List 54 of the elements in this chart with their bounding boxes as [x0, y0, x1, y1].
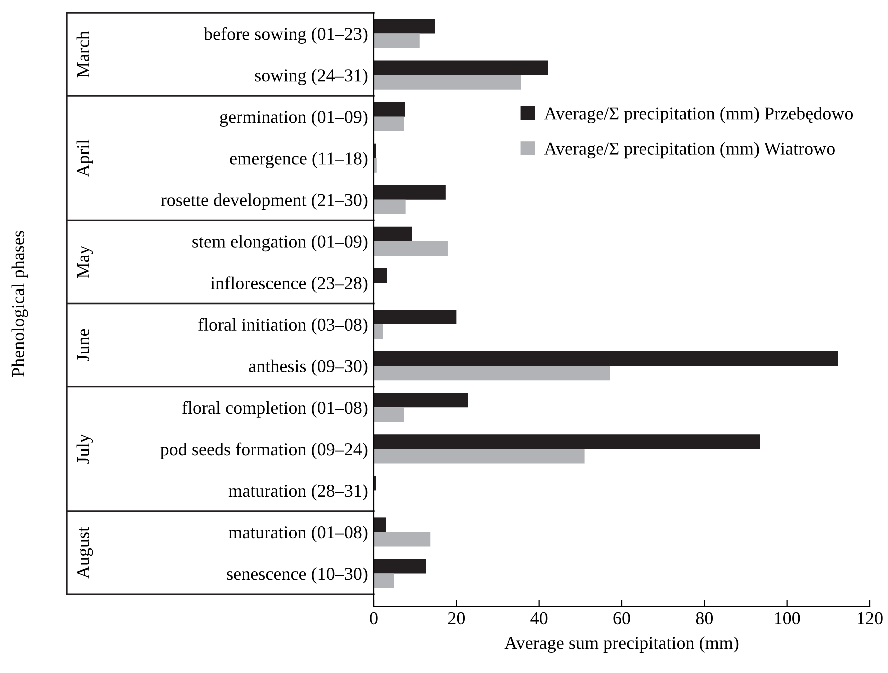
y-tick-label: before sowing (01–23): [204, 27, 368, 44]
bar: [374, 408, 404, 422]
x-tick-label: 100: [775, 612, 800, 625]
text: Phenological phases: [12, 231, 28, 377]
bar: [374, 268, 388, 283]
bar: [374, 518, 386, 532]
legend-label: Average/Σ precipitation (mm) Wiatrowo: [544, 142, 835, 159]
x-tick-label: 120: [858, 612, 883, 625]
bar: [374, 574, 394, 588]
bar: [374, 75, 522, 90]
y-tick-label: floral initiation (03–08): [198, 318, 368, 335]
bar: [374, 352, 838, 366]
y-tick-label: sowing (24–31): [255, 69, 368, 86]
y-tick-label: maturation (01–08): [228, 526, 368, 542]
text: July: [76, 434, 94, 464]
bar: [374, 102, 405, 117]
bar: [374, 200, 406, 214]
x-tick-label: 80: [696, 612, 714, 625]
x-tick-label: 40: [530, 612, 548, 625]
bar: [374, 434, 760, 450]
y-tick-label: pod seeds formation (09–24): [160, 442, 368, 460]
bar: [374, 60, 548, 76]
text: June: [78, 329, 90, 362]
text: April: [76, 140, 94, 178]
x-tick-label: 20: [448, 612, 466, 625]
bar: [374, 185, 446, 200]
bar: [374, 116, 404, 132]
y-tick-label: senescence (10–30): [227, 568, 368, 584]
bar: [374, 226, 412, 242]
x-tick-label: 60: [614, 612, 630, 625]
y-tick-label: rosette development (21–30): [161, 194, 368, 210]
legend-label: Average/Σ precipitation (mm) Przebędowo: [544, 107, 854, 124]
y-tick-label: maturation (28–31): [228, 484, 368, 501]
text: May: [77, 246, 94, 278]
bar: [374, 241, 448, 256]
bar: [374, 449, 585, 464]
bar: [374, 19, 436, 34]
bar: [374, 559, 426, 574]
y-tick-label: floral completion (01–08): [182, 401, 368, 418]
y-tick-label: emergence (11–18): [230, 152, 368, 169]
text: August: [77, 527, 94, 579]
bar: [374, 324, 384, 340]
x-axis-title: Average sum precipitation (mm): [504, 636, 739, 653]
bar: [374, 310, 457, 325]
bar: [374, 34, 420, 48]
y-tick-label: germination (01–09): [220, 110, 368, 128]
bar: [374, 532, 431, 547]
bar: [374, 393, 468, 408]
y-tick-label: anthesis (09–30): [249, 360, 368, 376]
y-tick-label: stem elongation (01–09): [192, 235, 368, 252]
bar: [374, 366, 610, 381]
text: March: [76, 31, 90, 78]
x-tick-label: 0: [370, 612, 378, 625]
y-tick-label: inflorescence (23–28): [210, 276, 368, 294]
